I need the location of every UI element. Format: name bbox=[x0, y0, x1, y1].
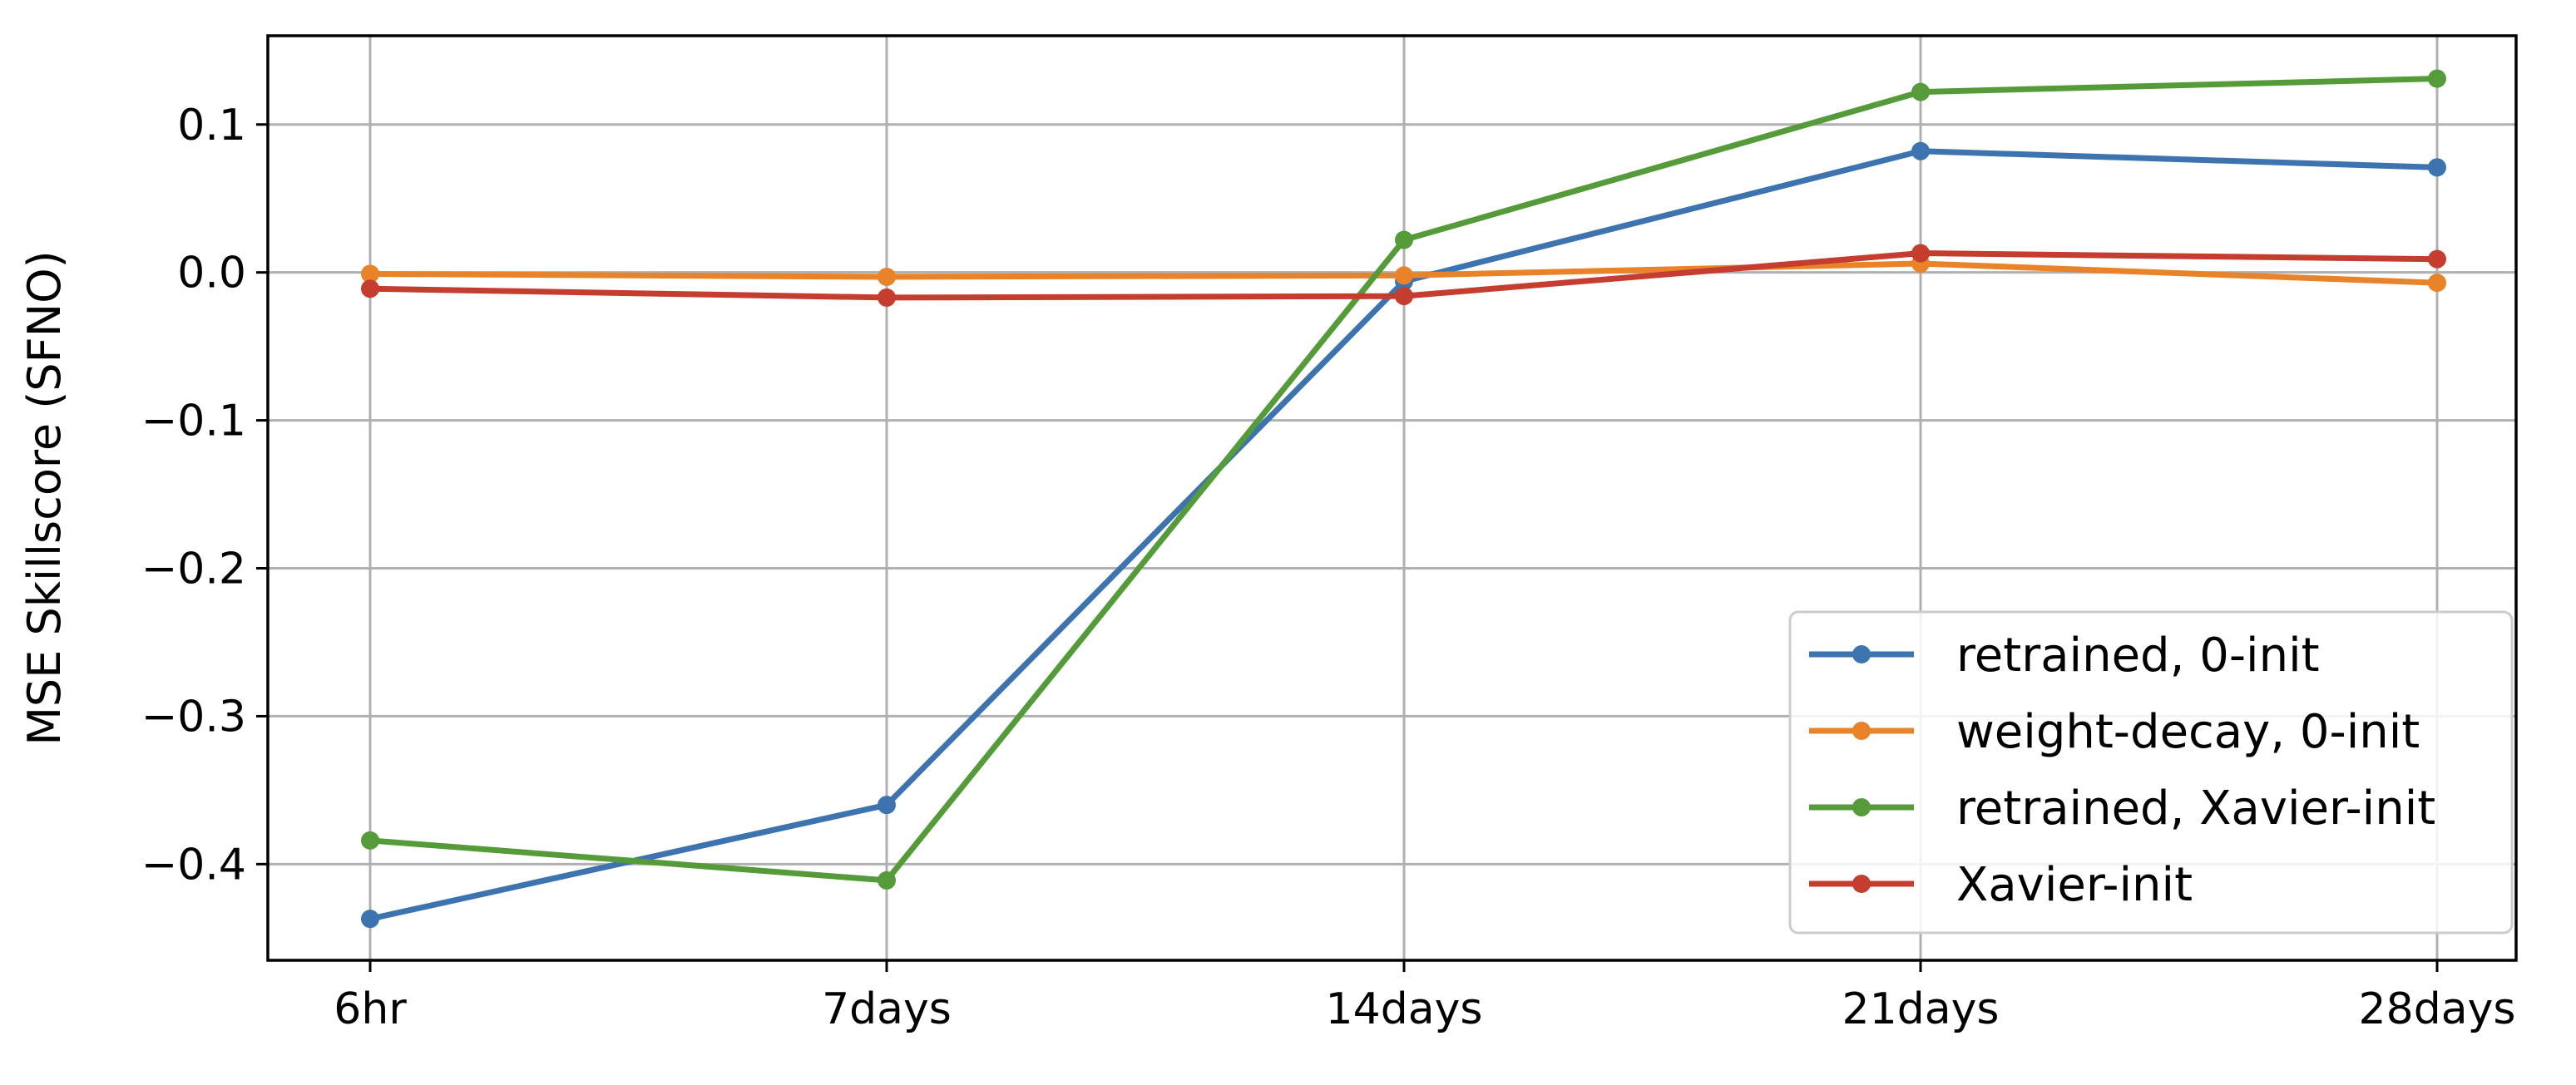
data-point bbox=[878, 288, 896, 307]
y-tick-label: −0.4 bbox=[141, 840, 246, 890]
series-4 bbox=[361, 244, 2446, 307]
series-3 bbox=[361, 69, 2446, 890]
plot-frame bbox=[266, 34, 2518, 962]
data-point bbox=[361, 264, 379, 284]
legend-label: Xavier-init bbox=[1956, 858, 2193, 912]
data-point bbox=[1395, 287, 1413, 306]
legend-label: weight-decay, 0-init bbox=[1956, 705, 2420, 759]
data-point bbox=[1911, 141, 1930, 160]
legend-item: retrained, Xavier-init bbox=[1809, 782, 2435, 836]
legend-box bbox=[1788, 610, 2514, 935]
data-point bbox=[2428, 69, 2446, 88]
data-point bbox=[878, 796, 896, 815]
y-axis-label: MSE Skillscore (SFNO) bbox=[18, 250, 71, 745]
legend-marker bbox=[1852, 875, 1871, 893]
x-tick-label: 21days bbox=[1842, 984, 2000, 1034]
data-point bbox=[1395, 266, 1413, 285]
legend-label: retrained, Xavier-init bbox=[1956, 782, 2435, 836]
legend-item: weight-decay, 0-init bbox=[1809, 705, 2420, 759]
data-point bbox=[878, 268, 896, 287]
x-tick-label: 14days bbox=[1326, 984, 1483, 1034]
legend-marker bbox=[1852, 645, 1871, 663]
x-tick-label: 7days bbox=[822, 984, 952, 1034]
data-point bbox=[1911, 244, 1930, 263]
y-tick-label: 0.1 bbox=[177, 101, 246, 150]
data-point bbox=[878, 870, 896, 890]
legend-marker bbox=[1852, 798, 1871, 816]
y-tick-label: −0.2 bbox=[141, 545, 246, 594]
y-tick-label: −0.1 bbox=[141, 397, 246, 446]
y-tick-label: 0.0 bbox=[177, 249, 246, 298]
data-point bbox=[2428, 274, 2446, 293]
y-tick-label: −0.3 bbox=[141, 692, 246, 742]
data-point bbox=[2428, 249, 2446, 269]
data-point bbox=[1395, 230, 1413, 249]
data-point bbox=[2428, 158, 2446, 177]
axis-ticks: 6hr 7days 14days 21days 28days 0.1 0.0 −0.1 −0.2… bbox=[141, 101, 2516, 1034]
legend-label: retrained, 0-init bbox=[1956, 629, 2320, 683]
legend-marker bbox=[1852, 722, 1871, 740]
data-point bbox=[361, 910, 379, 929]
data-point bbox=[361, 831, 379, 850]
legend-item: Xavier-init bbox=[1809, 858, 2193, 912]
x-tick-label: 6hr bbox=[334, 984, 407, 1034]
x-tick-label: 28days bbox=[2359, 984, 2516, 1034]
data-point bbox=[1911, 82, 1930, 101]
series-layer bbox=[361, 69, 2446, 929]
legend-item: retrained, 0-init bbox=[1809, 629, 2320, 683]
data-point bbox=[361, 279, 379, 298]
legend: retrained, 0-init weight-decay, 0-init ret… bbox=[1788, 610, 2514, 935]
